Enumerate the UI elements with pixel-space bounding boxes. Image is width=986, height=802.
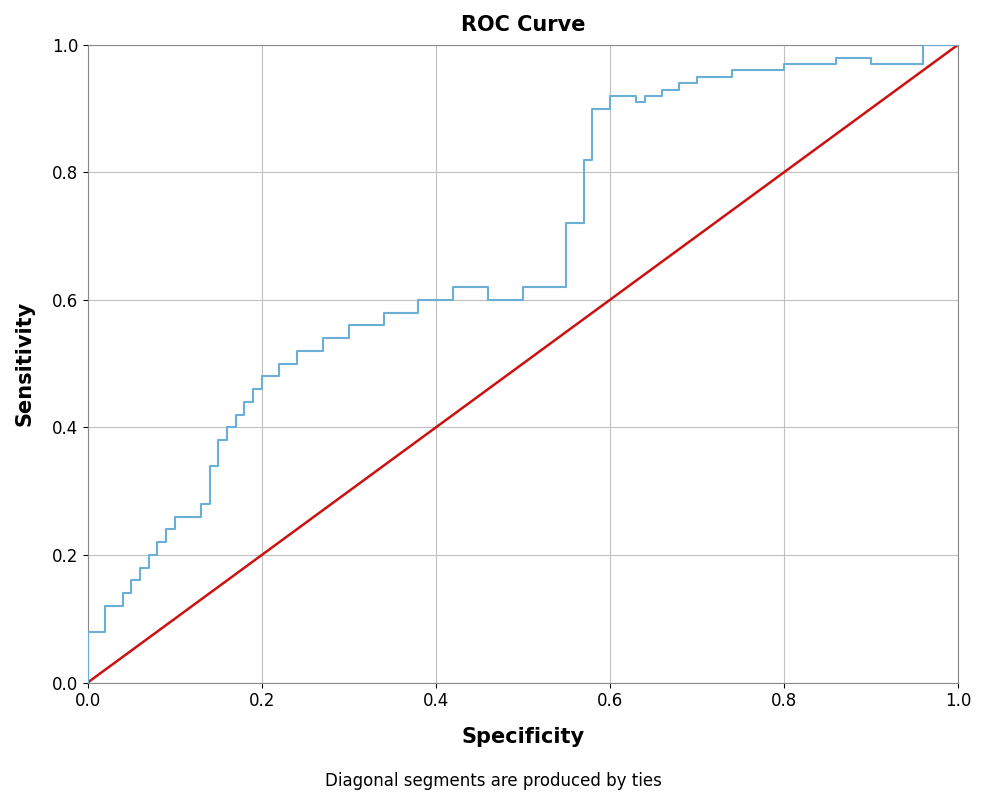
- X-axis label: Specificity: Specificity: [461, 727, 585, 747]
- Y-axis label: Sensitivity: Sensitivity: [15, 301, 35, 427]
- Text: Diagonal segments are produced by ties: Diagonal segments are produced by ties: [324, 772, 662, 790]
- Title: ROC Curve: ROC Curve: [460, 15, 585, 35]
